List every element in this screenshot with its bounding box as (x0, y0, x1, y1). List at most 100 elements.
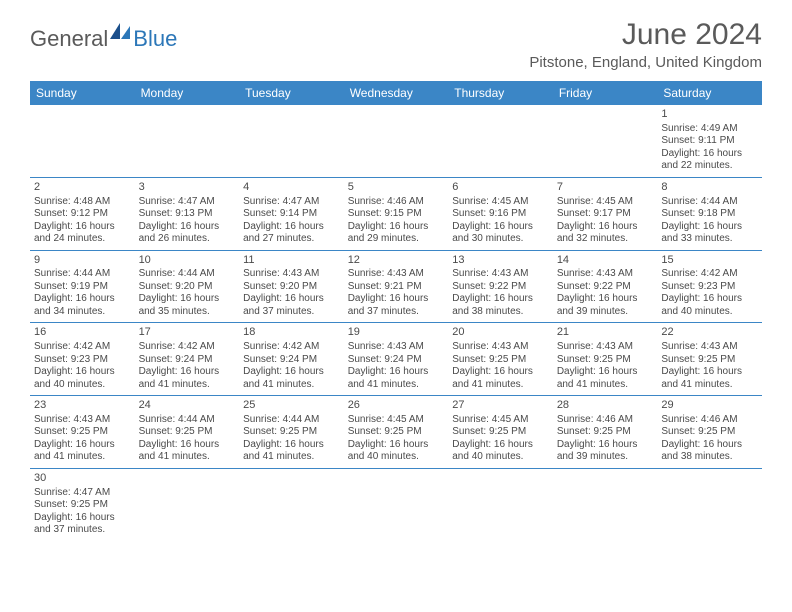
logo-sail-icon (110, 23, 132, 46)
day-info-line: Sunset: 9:24 PM (243, 354, 340, 367)
day-info-line: Sunset: 9:14 PM (243, 208, 340, 221)
day-info-line: Sunrise: 4:46 AM (661, 414, 758, 427)
calendar-cell: 1Sunrise: 4:49 AMSunset: 9:11 PMDaylight… (657, 105, 762, 177)
day-info-line: and 26 minutes. (139, 233, 236, 246)
calendar-cell (657, 468, 762, 540)
day-info-line: Sunrise: 4:44 AM (661, 196, 758, 209)
calendar-cell: 13Sunrise: 4:43 AMSunset: 9:22 PMDayligh… (448, 250, 553, 323)
day-number: 8 (661, 181, 758, 195)
day-info-line: Daylight: 16 hours (557, 221, 654, 234)
day-info-line: Sunset: 9:18 PM (661, 208, 758, 221)
day-info-line: Sunrise: 4:45 AM (557, 196, 654, 209)
day-info-line: and 30 minutes. (452, 233, 549, 246)
day-info-line: and 33 minutes. (661, 233, 758, 246)
day-info-line: Sunrise: 4:46 AM (348, 196, 445, 209)
day-info-line: Daylight: 16 hours (348, 439, 445, 452)
day-info-line: and 41 minutes. (243, 379, 340, 392)
day-info-line: Sunrise: 4:43 AM (452, 268, 549, 281)
day-info-line: Sunset: 9:25 PM (661, 426, 758, 439)
day-info-line: Sunset: 9:24 PM (348, 354, 445, 367)
day-info-line: Daylight: 16 hours (557, 439, 654, 452)
day-info-line: Daylight: 16 hours (139, 439, 236, 452)
calendar-cell: 10Sunrise: 4:44 AMSunset: 9:20 PMDayligh… (135, 250, 240, 323)
calendar-cell (553, 468, 658, 540)
day-info-line: Daylight: 16 hours (661, 148, 758, 161)
day-number: 9 (34, 254, 131, 268)
weekday-header-row: Sunday Monday Tuesday Wednesday Thursday… (30, 81, 762, 105)
day-number: 19 (348, 326, 445, 340)
logo-text-blue: Blue (133, 26, 177, 52)
day-info-line: Daylight: 16 hours (139, 221, 236, 234)
calendar-row: 1Sunrise: 4:49 AMSunset: 9:11 PMDaylight… (30, 105, 762, 177)
day-info-line: Sunset: 9:16 PM (452, 208, 549, 221)
day-info-line: and 37 minutes. (34, 524, 131, 537)
day-number: 5 (348, 181, 445, 195)
logo: General Blue (30, 26, 177, 52)
calendar-cell: 27Sunrise: 4:45 AMSunset: 9:25 PMDayligh… (448, 396, 553, 469)
day-number: 20 (452, 326, 549, 340)
day-number: 6 (452, 181, 549, 195)
day-number: 26 (348, 399, 445, 413)
calendar-table: Sunday Monday Tuesday Wednesday Thursday… (30, 81, 762, 541)
day-info-line: Sunrise: 4:46 AM (557, 414, 654, 427)
calendar-cell: 29Sunrise: 4:46 AMSunset: 9:25 PMDayligh… (657, 396, 762, 469)
day-info-line: Sunrise: 4:44 AM (139, 268, 236, 281)
calendar-cell: 4Sunrise: 4:47 AMSunset: 9:14 PMDaylight… (239, 177, 344, 250)
day-info-line: Sunrise: 4:45 AM (452, 414, 549, 427)
day-info-line: and 40 minutes. (452, 451, 549, 464)
calendar-cell: 9Sunrise: 4:44 AMSunset: 9:19 PMDaylight… (30, 250, 135, 323)
day-number: 27 (452, 399, 549, 413)
day-info-line: and 40 minutes. (348, 451, 445, 464)
day-info-line: Sunset: 9:25 PM (34, 426, 131, 439)
day-info-line: Daylight: 16 hours (139, 293, 236, 306)
day-info-line: Sunset: 9:25 PM (557, 426, 654, 439)
day-info-line: Daylight: 16 hours (452, 439, 549, 452)
day-info-line: Daylight: 16 hours (34, 366, 131, 379)
day-info-line: Daylight: 16 hours (34, 512, 131, 525)
day-info-line: and 41 minutes. (34, 451, 131, 464)
day-info-line: and 40 minutes. (34, 379, 131, 392)
day-info-line: Sunset: 9:12 PM (34, 208, 131, 221)
day-info-line: and 34 minutes. (34, 306, 131, 319)
day-number: 4 (243, 181, 340, 195)
title-block: June 2024 Pitstone, England, United King… (529, 18, 762, 71)
day-info-line: Sunrise: 4:42 AM (661, 268, 758, 281)
day-info-line: Daylight: 16 hours (34, 439, 131, 452)
day-info-line: Sunset: 9:21 PM (348, 281, 445, 294)
day-info-line: Daylight: 16 hours (348, 293, 445, 306)
day-info-line: Daylight: 16 hours (452, 293, 549, 306)
weekday-header: Sunday (30, 81, 135, 105)
calendar-cell: 7Sunrise: 4:45 AMSunset: 9:17 PMDaylight… (553, 177, 658, 250)
day-info-line: Sunset: 9:25 PM (348, 426, 445, 439)
day-info-line: and 41 minutes. (348, 379, 445, 392)
day-info-line: Daylight: 16 hours (243, 366, 340, 379)
calendar-cell: 18Sunrise: 4:42 AMSunset: 9:24 PMDayligh… (239, 323, 344, 396)
day-info-line: Sunrise: 4:43 AM (661, 341, 758, 354)
calendar-cell (448, 105, 553, 177)
day-info-line: Sunrise: 4:45 AM (452, 196, 549, 209)
calendar-cell: 22Sunrise: 4:43 AMSunset: 9:25 PMDayligh… (657, 323, 762, 396)
day-info-line: and 41 minutes. (452, 379, 549, 392)
day-info-line: and 29 minutes. (348, 233, 445, 246)
day-info-line: Daylight: 16 hours (661, 221, 758, 234)
day-info-line: and 41 minutes. (243, 451, 340, 464)
day-info-line: and 37 minutes. (243, 306, 340, 319)
day-info-line: Sunset: 9:25 PM (139, 426, 236, 439)
day-number: 10 (139, 254, 236, 268)
calendar-cell: 28Sunrise: 4:46 AMSunset: 9:25 PMDayligh… (553, 396, 658, 469)
day-number: 15 (661, 254, 758, 268)
calendar-cell: 24Sunrise: 4:44 AMSunset: 9:25 PMDayligh… (135, 396, 240, 469)
day-info-line: Daylight: 16 hours (34, 221, 131, 234)
day-number: 18 (243, 326, 340, 340)
calendar-cell (135, 105, 240, 177)
day-info-line: Sunrise: 4:43 AM (243, 268, 340, 281)
day-number: 11 (243, 254, 340, 268)
day-number: 24 (139, 399, 236, 413)
calendar-cell: 30Sunrise: 4:47 AMSunset: 9:25 PMDayligh… (30, 468, 135, 540)
day-number: 30 (34, 472, 131, 486)
day-info-line: Daylight: 16 hours (661, 366, 758, 379)
day-number: 1 (661, 108, 758, 122)
day-info-line: Daylight: 16 hours (348, 366, 445, 379)
day-info-line: Sunrise: 4:43 AM (348, 341, 445, 354)
weekday-header: Friday (553, 81, 658, 105)
